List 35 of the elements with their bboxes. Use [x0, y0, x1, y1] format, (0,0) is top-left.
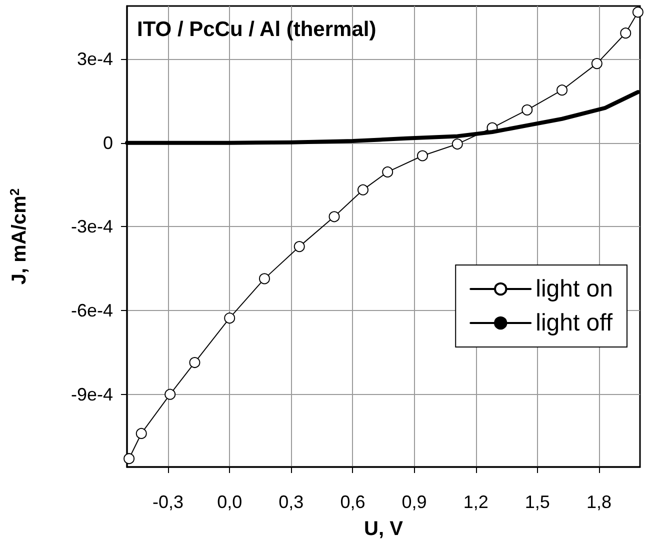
legend-label: light off — [536, 310, 613, 336]
y-tick-label: 0 — [102, 132, 113, 153]
point — [258, 273, 270, 284]
point — [417, 150, 428, 162]
y-tick-label: -9e-4 — [70, 384, 113, 404]
point — [522, 104, 533, 116]
point — [328, 211, 340, 222]
text: ITO / PcCu / Al (thermal) — [137, 18, 376, 41]
point — [620, 28, 632, 39]
x-tick-label: -0,3 — [152, 492, 184, 512]
point — [452, 138, 463, 150]
x-tick-label: 1,8 — [586, 492, 612, 512]
point — [224, 312, 236, 324]
point — [294, 241, 305, 252]
x-tick-label: 0,3 — [278, 492, 304, 512]
point — [556, 84, 568, 96]
y-tick-label: -6e-4 — [70, 300, 113, 321]
x-tick-label: 0,9 — [402, 492, 427, 512]
legend-label: light on — [536, 276, 613, 302]
x-axis-title: U, V — [364, 518, 404, 540]
y-axis-title: J, mA/cm2 — [7, 188, 30, 285]
point — [382, 166, 394, 178]
x-tick-label: 1,5 — [524, 492, 550, 512]
x-tick-label: 0,0 — [217, 492, 242, 512]
point — [164, 388, 176, 400]
point — [591, 58, 602, 70]
point — [632, 6, 644, 18]
point — [189, 357, 200, 368]
y-tick-label: -3e-4 — [70, 216, 113, 237]
point — [136, 428, 147, 439]
point — [357, 184, 368, 196]
x-tick-label: 0,6 — [340, 492, 366, 512]
x-tick-label: 1,2 — [463, 492, 488, 512]
point — [124, 453, 135, 464]
y-tick-label: 3e-4 — [76, 49, 113, 70]
